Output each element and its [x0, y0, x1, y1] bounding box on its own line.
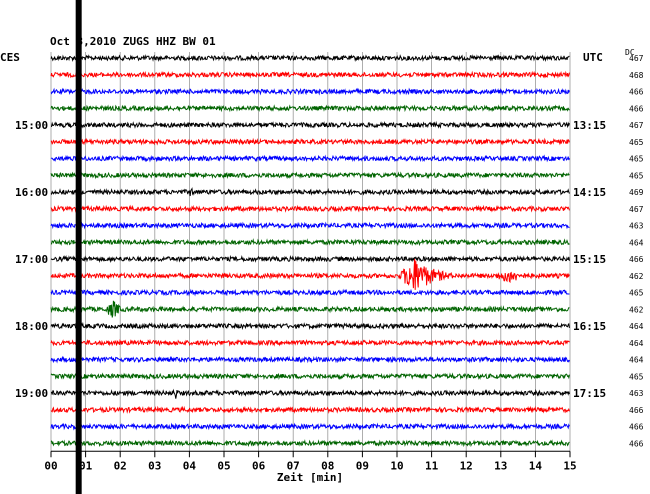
trace-row	[50, 288, 570, 297]
trace-row	[50, 171, 570, 180]
x-tick-label: 00	[44, 459, 57, 472]
x-tick-label: 05	[217, 459, 230, 472]
dc-offset-value: 465	[629, 289, 644, 298]
x-tick-label: 02	[114, 459, 127, 472]
dc-offset-value: 466	[629, 423, 644, 432]
x-tick-label: 11	[425, 459, 439, 472]
x-tick-label: 06	[252, 459, 266, 472]
dc-offset-value: 462	[629, 305, 644, 314]
labels: 00 01 02 03 04 05 06 07 08 09 10 11 12 13 14 15 467 468 46…	[15, 54, 644, 472]
x-tick-label: 07	[287, 459, 300, 472]
trace-row	[50, 321, 570, 330]
dc-offset-value: 462	[629, 272, 644, 281]
left-time-label: 15:00	[15, 119, 48, 132]
dc-offset-value: 463	[629, 222, 644, 231]
dc-offset-value: 466	[629, 104, 644, 113]
trace-row	[50, 137, 570, 146]
dc-offset-value: 465	[629, 138, 644, 147]
right-time-label: 13:15	[573, 119, 606, 132]
x-tick-label: 14	[529, 459, 543, 472]
dc-offset-value: 464	[629, 238, 644, 247]
x-tick-label: 04	[183, 459, 197, 472]
trace-row	[50, 388, 570, 399]
right-time-label: 16:15	[573, 320, 606, 333]
trace-row	[50, 300, 570, 318]
chart-title: Oct 3,2010 ZUGS HHZ BW 01	[50, 35, 216, 48]
trace-row	[50, 104, 570, 113]
trace-row	[50, 405, 570, 414]
x-tick-label: 08	[321, 459, 334, 472]
x-tick-label: 15	[563, 459, 576, 472]
dc-offset-value: 468	[629, 71, 644, 80]
dc-offset-value: 466	[629, 406, 644, 415]
dc-offset-value: 465	[629, 155, 644, 164]
trace-row	[50, 221, 570, 230]
dc-offset-value: 467	[629, 121, 644, 130]
dc-offset-value: 467	[629, 205, 644, 214]
x-tick-label: 03	[148, 459, 161, 472]
x-tick-label: 13	[494, 459, 507, 472]
trace-row	[50, 258, 570, 290]
right-axis-label: UTC	[583, 51, 603, 64]
dc-offset-value: 467	[629, 54, 644, 63]
left-time-label: 19:00	[15, 387, 48, 400]
dc-offset-value: 464	[629, 356, 644, 365]
trace-row	[50, 204, 570, 213]
time-marker	[75, 0, 82, 494]
trace-row	[50, 372, 570, 381]
dc-offset-value: 466	[629, 88, 644, 97]
trace-row	[50, 422, 570, 431]
right-time-label: 15:15	[573, 253, 606, 266]
left-time-label: 16:00	[15, 186, 48, 199]
x-tick-label: 01	[79, 459, 93, 472]
right-time-label: 17:15	[573, 387, 606, 400]
trace-row	[50, 355, 570, 364]
dc-offset-value: 466	[629, 255, 644, 264]
trace-row	[50, 238, 570, 247]
x-axis-label: Zeit [min]	[277, 471, 343, 484]
trace-row	[50, 187, 570, 197]
dc-offset-value: 465	[629, 171, 644, 180]
x-tick-label: 10	[390, 459, 403, 472]
traces	[50, 0, 570, 494]
trace-row	[50, 53, 570, 63]
dc-offset-value: 464	[629, 322, 644, 331]
x-tick-label: 12	[460, 459, 473, 472]
x-tick-label: 09	[356, 459, 369, 472]
trace-row	[50, 439, 570, 448]
left-axis-label: CES	[0, 51, 20, 64]
dc-offset-value: 463	[629, 389, 644, 398]
dc-offset-value: 464	[629, 339, 644, 348]
dc-label: DC	[625, 48, 635, 57]
trace-row	[51, 120, 570, 129]
trace-row	[50, 254, 570, 264]
trace-row	[50, 338, 570, 347]
grid	[50, 52, 571, 458]
dc-offset-value: 469	[629, 188, 644, 197]
dc-offset-value: 465	[629, 372, 644, 381]
trace-row	[50, 87, 570, 96]
trace-row	[50, 70, 570, 79]
left-time-label: 17:00	[15, 253, 48, 266]
right-time-label: 14:15	[573, 186, 606, 199]
trace-row	[50, 154, 570, 163]
dc-offset-value: 466	[629, 439, 644, 448]
left-time-label: 18:00	[15, 320, 48, 333]
